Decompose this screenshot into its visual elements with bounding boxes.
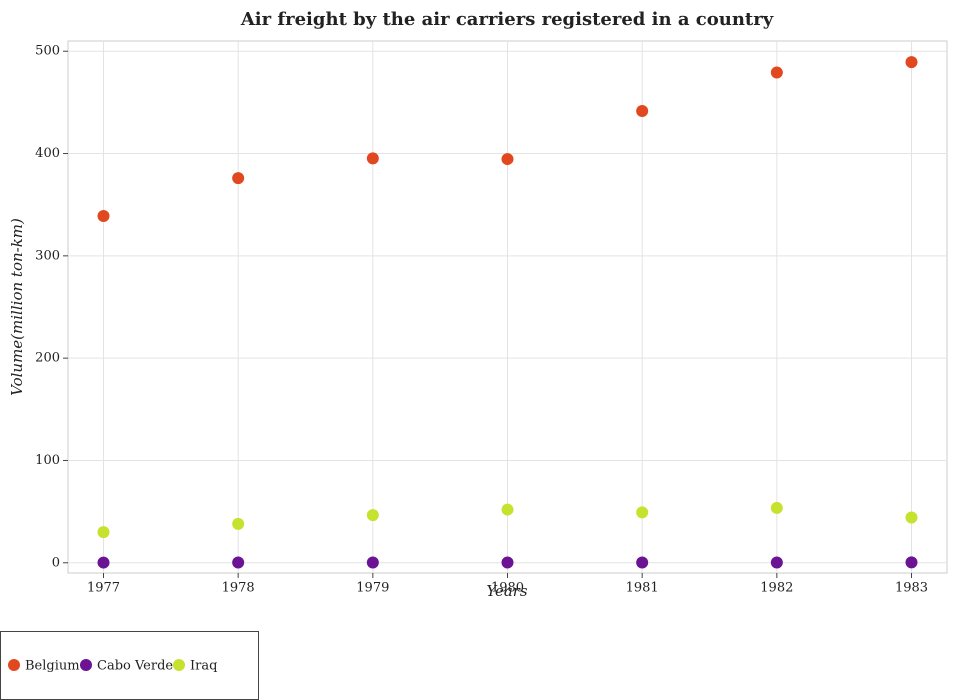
point [97,209,110,222]
legend-label: Belgium [25,659,80,674]
y-tick-label: 500 [35,44,60,59]
x-tick-label: 1982 [760,581,793,596]
point [501,503,514,516]
point [501,556,514,569]
legend-label: Iraq [190,659,217,674]
y-tick-label: 0 [52,555,60,570]
x-tick-label: 1981 [626,581,659,596]
point [366,509,379,522]
x-tick-label: 1979 [356,581,389,596]
point [232,556,245,569]
chart-title: Air freight by the air carriers register… [240,9,774,30]
point [232,517,245,530]
y-axis-label: Volume(million ton-km) [8,218,26,396]
point [905,56,918,69]
point [905,511,918,524]
point [636,104,649,117]
legend-marker [173,659,185,671]
y-tick-label: 100 [35,453,60,468]
x-tick-label: 1978 [222,581,255,596]
x-tick-label: 1980 [491,581,524,596]
point [97,556,110,569]
y-tick-label: 400 [35,146,60,161]
x-axis-label: Years [486,582,528,600]
point [501,153,514,166]
legend-label: Cabo Verde [97,659,173,674]
point [366,152,379,165]
point [770,501,783,514]
y-tick-label: 200 [35,351,60,366]
point [905,556,918,569]
point [97,526,110,539]
point [636,556,649,569]
x-tick-label: 1983 [895,581,928,596]
point [770,556,783,569]
point [366,556,379,569]
legend-marker [8,659,20,671]
point [636,506,649,519]
point [770,66,783,79]
y-tick-label: 300 [35,248,60,263]
point [232,172,245,185]
legend-marker [80,659,92,671]
x-tick-label: 1977 [87,581,120,596]
legend [0,631,259,700]
